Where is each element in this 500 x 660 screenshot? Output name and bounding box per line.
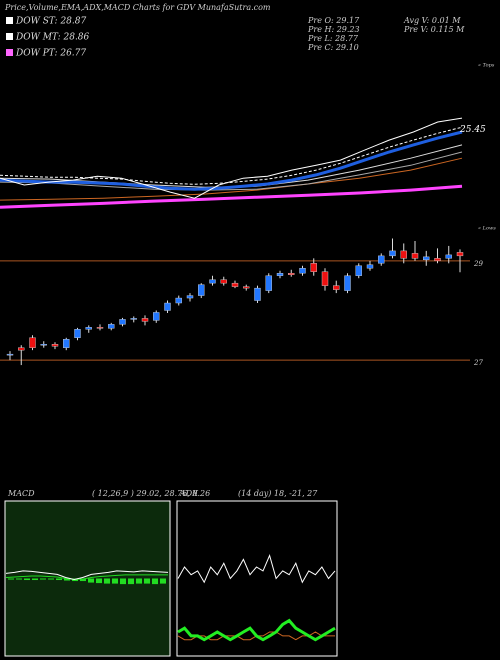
macd-bar xyxy=(112,578,118,584)
candle-body xyxy=(29,337,36,348)
candle-body xyxy=(445,254,452,259)
volume-label: Pre V: 0.115 M xyxy=(403,25,465,34)
adx-line xyxy=(177,618,336,642)
macd-bar xyxy=(136,578,142,584)
macd-params: ( 12,26,9 ) 29.02, 28.76, 0.26 xyxy=(92,489,210,498)
macd-bar xyxy=(104,578,110,584)
ema-line xyxy=(0,157,463,201)
candle-body xyxy=(96,327,104,329)
candle-body xyxy=(198,284,205,296)
candle-body xyxy=(288,273,295,275)
macd-bar xyxy=(40,578,46,580)
candle-body xyxy=(434,258,441,262)
macd-bar xyxy=(128,578,134,585)
candle-body xyxy=(85,327,92,330)
candle-body xyxy=(299,268,306,274)
macd-bar xyxy=(152,578,158,585)
candle-body xyxy=(411,253,419,259)
candle-body xyxy=(355,265,362,276)
adx-line xyxy=(177,554,336,584)
candle-body xyxy=(378,255,385,264)
ema-line xyxy=(0,126,463,185)
candle-body xyxy=(333,285,340,290)
stat-label: Pre C: 29.10 xyxy=(307,43,359,52)
legend-swatch xyxy=(6,49,13,56)
macd-bar xyxy=(56,578,62,581)
candle-body xyxy=(74,329,81,338)
macd-bar xyxy=(88,578,94,583)
legend-label: DOW PT: 26.77 xyxy=(15,49,86,59)
candle-body xyxy=(276,273,284,276)
candle-body xyxy=(243,286,250,289)
level-label: 29 xyxy=(473,260,483,268)
macd-bar xyxy=(16,578,22,580)
candle-body xyxy=(18,347,25,351)
price-label: 25.45 xyxy=(459,125,486,135)
candle-body xyxy=(6,353,14,356)
candle-body xyxy=(456,252,464,257)
candle-body xyxy=(366,264,374,269)
stat-label: Pre O: 29.17 xyxy=(307,16,360,25)
tops-label: « Tops xyxy=(478,63,495,69)
candle-body xyxy=(141,318,149,322)
adx-panel xyxy=(176,500,338,657)
candle-body xyxy=(186,295,194,299)
macd-bar xyxy=(80,578,86,582)
candle-body xyxy=(220,279,227,284)
candle-body xyxy=(108,324,115,329)
candle-body xyxy=(175,297,182,304)
macd-bar xyxy=(144,578,150,584)
candle-body xyxy=(254,287,261,301)
adx-title: ADX xyxy=(179,489,198,498)
page-title: Price,Volume,EMA,ADX,MACD Charts for GDV… xyxy=(4,3,271,12)
candle-body xyxy=(51,344,59,347)
macd-line xyxy=(5,570,169,581)
ema-line xyxy=(0,184,463,209)
lows-label: « Lows xyxy=(478,226,496,232)
ema-line xyxy=(0,151,463,191)
level-label: 27 xyxy=(473,359,483,367)
volume-label: Avg V: 0.01 M xyxy=(403,16,461,25)
ema-line xyxy=(0,130,463,191)
legend-label: DOW MT: 28.86 xyxy=(15,33,90,43)
stat-label: Pre L: 28.77 xyxy=(307,34,359,43)
candle-body xyxy=(130,318,137,320)
macd-bar xyxy=(64,578,70,581)
macd-bar xyxy=(48,578,54,580)
candle-body xyxy=(389,250,396,257)
macd-title: MACD xyxy=(7,489,35,498)
candle-body xyxy=(310,263,317,272)
candle-body xyxy=(153,312,160,321)
candle-body xyxy=(164,302,171,311)
candle-body xyxy=(209,279,216,284)
adx-params: (14 day) 18, -21, 27 xyxy=(238,489,318,498)
macd-bar xyxy=(24,578,30,581)
candle-body xyxy=(231,282,239,287)
stat-label: Pre H: 29.23 xyxy=(307,25,360,34)
candle-body xyxy=(344,275,351,291)
legend-swatch xyxy=(6,33,13,40)
legend-label: DOW ST: 28.87 xyxy=(15,17,86,27)
macd-bar xyxy=(160,578,166,584)
candle-body xyxy=(63,339,70,348)
macd-bar xyxy=(120,578,126,585)
candle-body xyxy=(40,344,47,346)
candle-body xyxy=(265,275,272,291)
macd-bar xyxy=(96,578,102,584)
candle-body xyxy=(423,256,430,261)
macd-bar xyxy=(32,578,38,581)
macd-line xyxy=(5,574,168,581)
ema-line xyxy=(0,117,463,199)
candle-body xyxy=(321,271,329,286)
legend-swatch xyxy=(6,17,13,24)
candle-body xyxy=(119,319,126,325)
macd-bar xyxy=(8,578,14,580)
candle-body xyxy=(400,250,407,259)
